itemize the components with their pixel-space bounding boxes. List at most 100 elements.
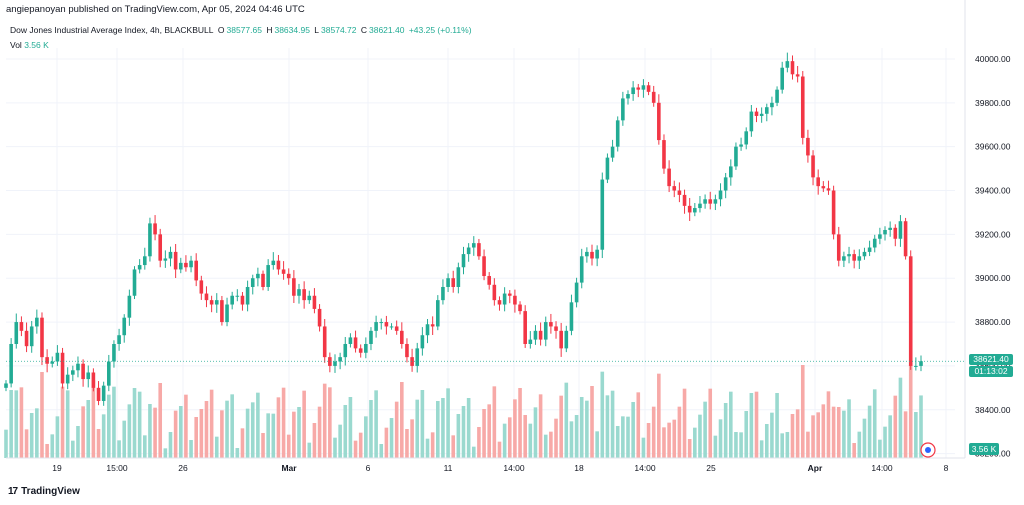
candle-body: [749, 111, 754, 132]
volume-bar: [518, 388, 522, 458]
candle-body: [312, 295, 317, 309]
candle-body: [898, 221, 903, 239]
candle-body: [353, 337, 358, 349]
candle-body: [338, 357, 342, 362]
tradingview-logo[interactable]: 17 TradingView: [8, 486, 80, 497]
candle-body: [790, 61, 795, 75]
volume-bar: [420, 390, 425, 458]
candle-body: [122, 317, 127, 336]
candle-body: [682, 194, 687, 206]
volume-bar: [148, 404, 152, 458]
candle-body: [713, 199, 718, 204]
candle-body: [435, 300, 440, 327]
y-tick-label: 40000.00: [975, 54, 1011, 64]
candle-body: [132, 269, 137, 296]
candle-body: [369, 330, 373, 344]
volume-bar: [651, 406, 656, 458]
candle-body: [101, 385, 106, 401]
volume-bar: [184, 394, 188, 458]
x-tick-label: 8: [944, 463, 949, 473]
y-tick-label: 39600.00: [975, 142, 1011, 152]
candle-body: [286, 273, 291, 279]
volume-bar: [862, 418, 867, 458]
close-label: C: [360, 25, 367, 35]
x-tick-label: 15:00: [106, 463, 128, 473]
volume-bar: [322, 383, 327, 458]
open-value: 38577.65: [226, 25, 262, 35]
candle-body: [523, 311, 527, 344]
volume-bar: [101, 414, 106, 458]
volume-bar: [302, 390, 306, 458]
candle-body: [50, 361, 55, 364]
volume-bar: [209, 389, 214, 458]
volume-bar: [225, 400, 229, 458]
candle-body: [867, 247, 872, 252]
candle-body: [425, 324, 430, 336]
candle-body: [852, 254, 856, 261]
volume-bar: [919, 395, 923, 458]
y-tick-label: 39000.00: [975, 273, 1011, 283]
candle-body: [667, 168, 671, 187]
volume-bar: [384, 427, 389, 458]
candle-body: [29, 326, 34, 347]
candle-body: [842, 256, 846, 261]
volume-bar: [199, 409, 204, 458]
x-tick-label: 14:00: [634, 463, 656, 473]
volume-bar: [317, 406, 322, 458]
volume-bar: [220, 410, 224, 458]
candle-body: [250, 278, 255, 287]
volume-bar: [903, 411, 908, 458]
volume-bar: [646, 423, 651, 458]
symbol-label[interactable]: Dow Jones Industrial Average Index, 4h, …: [10, 25, 214, 35]
volume-bar: [770, 412, 774, 458]
candle-body: [163, 258, 168, 261]
candle-body: [276, 260, 281, 270]
candle-body: [723, 177, 728, 191]
volume-bar: [446, 388, 450, 458]
volume-bar: [523, 415, 527, 458]
candle-body: [245, 286, 250, 305]
volume-bar: [487, 404, 492, 458]
candle-body: [410, 357, 414, 366]
candle-body: [374, 322, 378, 331]
candle-body: [117, 335, 121, 344]
candle-body: [574, 282, 579, 303]
volume-bar: [754, 391, 759, 458]
volume-legend: Vol 3.56 K: [10, 40, 49, 50]
candle-body: [307, 295, 312, 301]
volume-bar: [430, 432, 435, 458]
candle-body: [420, 335, 425, 349]
candle-body: [4, 383, 8, 388]
volume-bar: [338, 424, 342, 458]
volume-bar: [189, 440, 193, 458]
candle-body: [112, 343, 116, 362]
candle-body: [14, 322, 19, 344]
candle-body: [872, 238, 877, 248]
candle-body: [55, 352, 60, 362]
volume-bar: [328, 387, 332, 458]
candle-body: [513, 295, 517, 305]
y-tick-label: 39400.00: [975, 186, 1011, 196]
volume-bar: [811, 415, 815, 458]
volume-bar: [636, 392, 641, 458]
volume-bar: [806, 431, 810, 458]
volume-bar: [631, 402, 635, 458]
candle-body: [862, 251, 867, 257]
volume-bar: [389, 418, 394, 458]
volume-bar: [297, 407, 301, 458]
countdown-tag: 01:13:02: [969, 366, 1013, 377]
candle-body: [199, 280, 204, 294]
candle-body: [384, 322, 389, 327]
candle-body: [672, 186, 677, 191]
volume-bar: [785, 432, 790, 458]
candle-body: [225, 304, 229, 323]
volume-bar: [19, 387, 24, 458]
volume-bar: [9, 390, 13, 458]
volume-bar: [554, 418, 558, 458]
y-tick-label: 39200.00: [975, 229, 1011, 239]
candle-body: [908, 256, 913, 366]
candle-body: [153, 223, 157, 235]
volume-bar: [800, 365, 805, 458]
volume-bar: [137, 391, 142, 458]
